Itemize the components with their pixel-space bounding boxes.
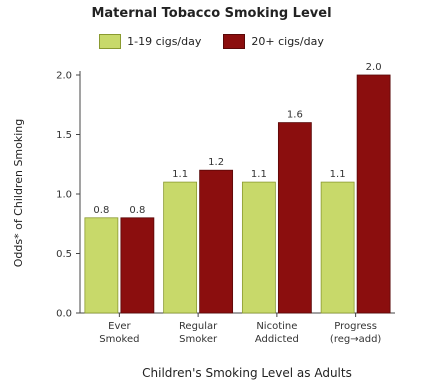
x-tick-label: Addicted [255, 334, 299, 345]
y-tick-label: 1.5 [56, 130, 72, 141]
y-tick-label: 1.0 [56, 190, 72, 201]
bar-series-1 [320, 181, 355, 314]
x-tick-label: (reg→add) [330, 334, 381, 345]
y-tick-label: 2.0 [56, 71, 72, 82]
bar-value-label: 1.1 [172, 169, 188, 180]
x-axis-label: Children's Smoking Level as Adults [142, 366, 352, 380]
legend: 1-19 cigs/day 20+ cigs/day [0, 34, 423, 49]
y-tick-label: 0.0 [56, 309, 72, 320]
bar-series-1 [84, 217, 119, 314]
y-axis-label: Odds* of Children Smoking [12, 119, 25, 268]
legend-swatch-series-1 [99, 34, 122, 49]
legend-item-series-2: 20+ cigs/day [223, 34, 324, 49]
x-tick-label: Smoked [99, 334, 139, 345]
legend-label-series-1: 1-19 cigs/day [127, 35, 202, 48]
bar-value-label: 1.2 [208, 157, 224, 168]
bar-series-1 [241, 181, 276, 314]
x-tick-label: Smoker [179, 334, 218, 345]
bar-value-label: 1.1 [330, 169, 346, 180]
bar-series-2 [199, 169, 234, 314]
legend-label-series-2: 20+ cigs/day [251, 35, 324, 48]
bar-series-1 [163, 181, 198, 314]
bar-series-2 [120, 217, 155, 314]
x-tick-label: Progress [334, 321, 377, 332]
y-tick-label: 0.5 [56, 249, 72, 260]
bar-series-2 [356, 74, 391, 314]
legend-swatch-series-2 [223, 34, 246, 49]
bar-value-label: 2.0 [366, 62, 382, 73]
legend-title: Maternal Tobacco Smoking Level [91, 6, 332, 21]
bar-value-label: 0.8 [129, 205, 145, 216]
bar-value-label: 1.6 [287, 110, 303, 121]
bar-series-2 [277, 122, 312, 314]
legend-item-series-1: 1-19 cigs/day [99, 34, 201, 49]
x-tick-label: Ever [108, 321, 131, 332]
bar-value-label: 1.1 [251, 169, 267, 180]
x-tick-label: Regular [179, 321, 218, 332]
bar-value-label: 0.8 [93, 205, 109, 216]
x-tick-label: Nicotine [256, 321, 297, 332]
